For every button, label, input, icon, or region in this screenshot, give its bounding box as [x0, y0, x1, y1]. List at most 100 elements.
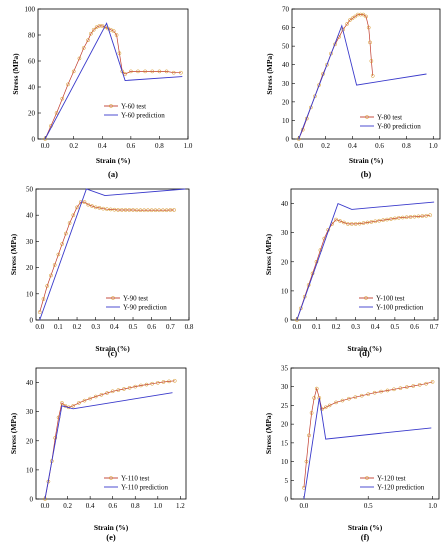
- chart-panel-2: 0.0 0.2 0.4 0.6 0.8 1.0 0 10 20 30 40 50 60 70 Strain …: [265, 6, 441, 179]
- test-data-point: [114, 33, 119, 37]
- legend-label: Y-100 test: [376, 295, 405, 303]
- x-tick-label: 0.3: [91, 323, 100, 331]
- x-tick-label: 0.0: [299, 502, 308, 510]
- test-data-point: [353, 222, 358, 226]
- test-data-point: [146, 208, 150, 213]
- y-tick-label: 0: [32, 136, 36, 144]
- chart-panel-6: 0.0 0.5 1.0 0 5 10 15 20 25 30 35 Strain (%) Stress …: [264, 365, 440, 542]
- legend-label: Y-90 prediction: [123, 304, 167, 312]
- test-data-point: [60, 401, 64, 405]
- y-tick-label: 30: [282, 80, 290, 88]
- x-tick-label: 0.2: [63, 502, 72, 510]
- test-data-point: [66, 82, 70, 87]
- legend-marker: [109, 104, 113, 108]
- test-data-point: [71, 69, 76, 74]
- test-data-point: [123, 208, 128, 212]
- y-tick-label: 40: [281, 200, 289, 208]
- test-data-point: [308, 105, 313, 110]
- x-tick-label: 0.4: [98, 142, 107, 150]
- test-data-point: [323, 405, 328, 410]
- y-tick-label: 0: [30, 317, 34, 325]
- plot-frame: [290, 367, 440, 500]
- y-tick-label: 50: [26, 186, 34, 194]
- test-series-line: [39, 201, 175, 313]
- test-data-point: [86, 38, 90, 43]
- panel-label: (d): [359, 348, 370, 358]
- test-data-point: [119, 208, 124, 212]
- test-data-point: [97, 24, 102, 28]
- legend-label: Y-60 prediction: [121, 112, 165, 120]
- y-tick-label: 20: [26, 264, 34, 272]
- test-data-point: [349, 222, 354, 226]
- test-data-point: [105, 207, 109, 212]
- x-tick-label: 0.2: [73, 323, 82, 331]
- legend-label: Y-60 test: [121, 103, 146, 111]
- test-data-point: [49, 273, 53, 278]
- x-axis-label: Strain (%): [347, 344, 382, 353]
- test-data-point: [37, 310, 42, 314]
- test-data-point: [56, 252, 61, 257]
- test-data-point: [368, 40, 372, 45]
- test-data-point: [377, 218, 382, 223]
- y-tick-label: 40: [26, 212, 34, 220]
- test-data-point: [358, 12, 363, 17]
- test-data-point: [139, 383, 143, 388]
- y-tick-label: 35: [281, 365, 289, 373]
- x-tick-label: 0.8: [402, 142, 411, 150]
- test-data-point: [366, 392, 371, 397]
- x-tick-label: 0.1: [54, 323, 63, 331]
- legend-label: Y-80 prediction: [377, 123, 421, 131]
- test-data-point: [359, 393, 364, 398]
- y-tick-label: 0: [286, 136, 290, 144]
- legend-marker: [111, 296, 115, 300]
- test-data-point: [136, 69, 140, 74]
- test-data-point: [97, 206, 102, 210]
- test-data-point: [320, 407, 324, 412]
- y-tick-label: 10: [281, 287, 289, 295]
- x-tick-label: 0.4: [110, 323, 119, 331]
- test-data-point: [404, 385, 409, 389]
- test-data-point: [54, 111, 59, 115]
- test-data-point: [340, 398, 345, 403]
- test-data-point: [41, 297, 46, 301]
- x-tick-label: 1.0: [184, 142, 193, 150]
- y-tick-label: 30: [281, 383, 289, 391]
- test-data-point: [411, 384, 416, 388]
- y-tick-label: 20: [28, 110, 36, 118]
- chart-panel-4: 0.0 0.1 0.2 0.3 0.4 0.5 0.6 0.7 0 10 20 30 40 Strain …: [264, 188, 439, 358]
- y-tick-label: 30: [281, 229, 289, 237]
- plot-frame: [35, 367, 187, 500]
- test-data-point: [356, 12, 360, 17]
- test-data-point: [71, 403, 76, 408]
- test-data-point: [385, 388, 390, 393]
- test-data-point: [142, 208, 147, 213]
- prediction-series-line: [44, 392, 173, 500]
- x-tick-label: 0.5: [391, 323, 400, 331]
- y-axis-label: Stress (MPa): [11, 53, 20, 95]
- y-tick-label: 20: [281, 421, 289, 429]
- prediction-series-line: [298, 24, 427, 140]
- x-tick-label: 1.0: [429, 142, 438, 150]
- test-data-point: [150, 69, 155, 74]
- test-data-point: [144, 382, 149, 387]
- panel-label: (c): [108, 348, 118, 358]
- test-data-point: [398, 386, 403, 391]
- prediction-series-line: [296, 201, 435, 321]
- x-tick-label: 0.8: [131, 502, 140, 510]
- test-data-point: [99, 392, 104, 397]
- y-tick-label: 0: [285, 317, 289, 325]
- test-data-point: [309, 411, 314, 415]
- x-tick-label: 0.6: [126, 142, 135, 150]
- x-tick-label: 0.0: [41, 142, 50, 150]
- y-axis-label: Stress (MPa): [9, 412, 18, 454]
- test-data-point: [93, 394, 98, 399]
- test-data-point: [420, 214, 425, 218]
- test-data-point: [60, 242, 64, 246]
- test-data-point: [112, 207, 117, 212]
- test-data-point: [149, 208, 154, 213]
- x-tick-label: 0.3: [351, 323, 360, 331]
- test-data-point: [412, 214, 417, 219]
- test-data-point: [348, 18, 352, 22]
- y-tick-label: 60: [282, 24, 290, 32]
- test-data-point: [123, 72, 127, 76]
